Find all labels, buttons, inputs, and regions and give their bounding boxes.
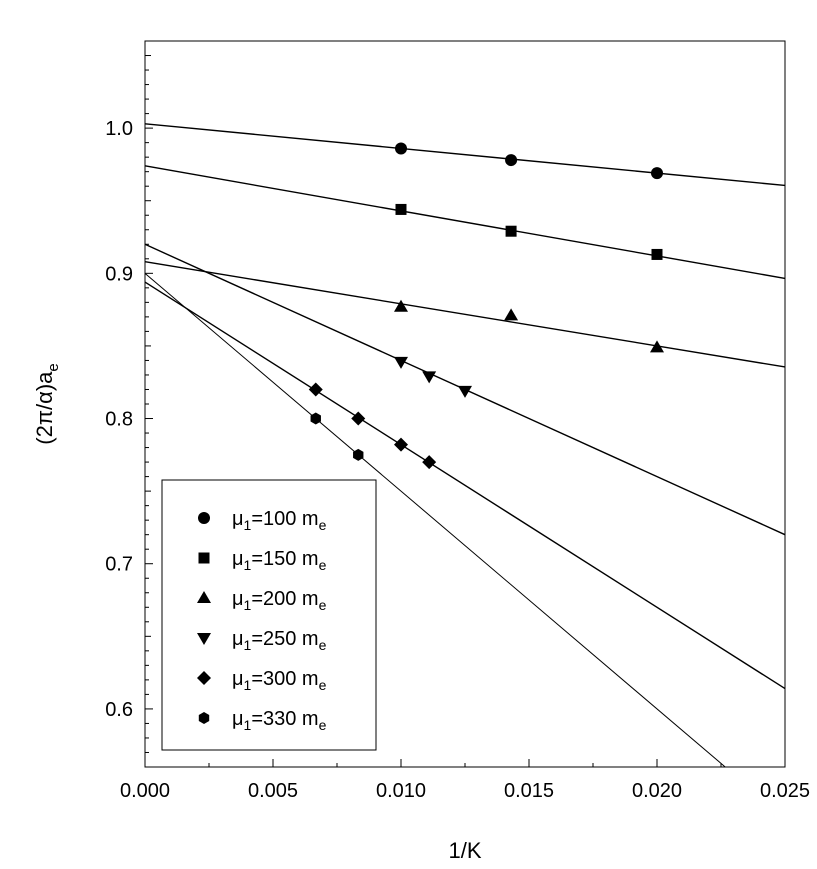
y-tick-label: 0.8 bbox=[105, 409, 133, 431]
legend-label: μ1=150 me bbox=[232, 548, 327, 573]
x-tick-label: 0.025 bbox=[760, 780, 810, 802]
marker-triangle-down bbox=[197, 633, 211, 645]
marker-circle bbox=[651, 167, 663, 180]
fit-line bbox=[144, 272, 726, 768]
x-tick-label: 0.010 bbox=[376, 780, 426, 802]
x-tick-label: 0.005 bbox=[248, 780, 298, 802]
legend-label: μ1=250 me bbox=[232, 628, 327, 653]
marker-triangle-down bbox=[458, 385, 472, 398]
fit-line bbox=[144, 281, 786, 690]
marker-square bbox=[198, 552, 210, 564]
marker-hexagon bbox=[353, 448, 364, 461]
marker-triangle-up bbox=[394, 299, 408, 312]
marker-triangle-down bbox=[422, 371, 437, 384]
marker-circle bbox=[198, 512, 210, 524]
y-axis-title-base: (2π/α)a bbox=[32, 371, 57, 445]
fit-line bbox=[144, 165, 786, 280]
marker-diamond bbox=[308, 382, 323, 397]
fit-line bbox=[144, 261, 786, 368]
marker-hexagon bbox=[198, 712, 210, 724]
y-tick-label: 0.9 bbox=[105, 263, 133, 285]
marker-circle bbox=[505, 154, 518, 167]
data-markers bbox=[308, 142, 664, 470]
y-axis-title-sub: e bbox=[45, 363, 62, 371]
marker-square bbox=[651, 248, 663, 260]
marker-hexagon bbox=[310, 412, 321, 425]
legend-label: μ1=200 me bbox=[232, 588, 327, 613]
marker-square bbox=[505, 225, 517, 237]
marker-triangle-up bbox=[197, 591, 211, 603]
x-axis-title: 1/K bbox=[448, 838, 481, 863]
fit-line bbox=[144, 123, 786, 187]
y-axis-title: (2π/α)ae bbox=[32, 363, 62, 444]
fit-lines bbox=[144, 123, 786, 768]
marker-diamond bbox=[394, 437, 408, 452]
marker-diamond bbox=[197, 671, 211, 685]
legend-label: μ1=330 me bbox=[232, 708, 327, 733]
legend-label: μ1=100 me bbox=[232, 508, 327, 533]
y-tick-label: 0.6 bbox=[105, 699, 133, 721]
marker-triangle-down bbox=[394, 356, 408, 369]
legend: μ1=100 me μ1=150 me μ1=200 me μ1=250 me μ1=3… bbox=[161, 479, 377, 751]
y-tick-label: 0.7 bbox=[105, 554, 133, 576]
marker-diamond bbox=[351, 411, 366, 426]
legend-label: μ1=300 me bbox=[232, 668, 327, 693]
marker-triangle-up bbox=[504, 308, 519, 321]
x-tick-label: 0.015 bbox=[504, 780, 554, 802]
marker-circle bbox=[395, 142, 407, 155]
x-tick-label: 0.000 bbox=[120, 780, 170, 802]
y-axis: 0.6 0.7 0.8 0.9 1.0 bbox=[105, 55, 153, 753]
marker-diamond bbox=[422, 455, 437, 470]
marker-square bbox=[395, 203, 407, 215]
x-axis: 0.000 0.005 0.010 0.015 0.020 0.025 bbox=[120, 759, 810, 802]
x-tick-label: 0.020 bbox=[632, 780, 682, 802]
legend-box bbox=[161, 479, 377, 751]
y-tick-label: 1.0 bbox=[105, 118, 133, 140]
marker-triangle-up bbox=[650, 340, 664, 353]
